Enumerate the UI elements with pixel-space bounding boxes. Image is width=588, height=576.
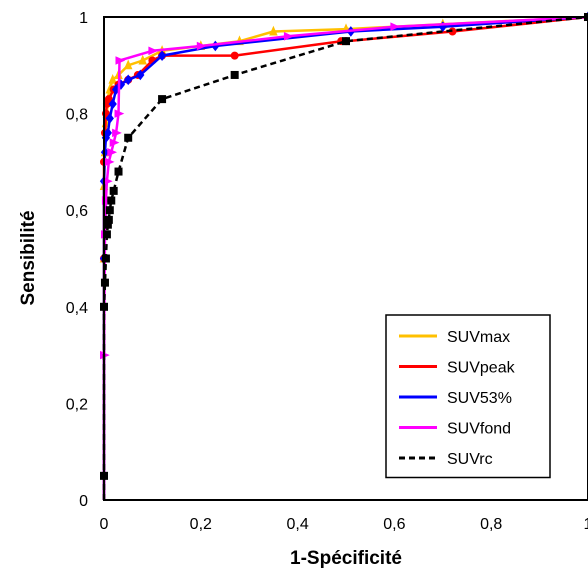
data-point-suvpeak — [230, 51, 239, 60]
y-tick-label: 0,4 — [66, 300, 88, 317]
data-point-suvrc — [158, 95, 167, 104]
y-axis-title: Sensibilité — [18, 210, 39, 305]
data-point-suvfond — [104, 157, 115, 167]
legend-label-suvpeak: SUVpeak — [447, 360, 516, 377]
x-tick-label: 0,2 — [190, 516, 212, 533]
data-point-suvfond — [109, 138, 120, 147]
legend-label-suvmax: SUVmax — [447, 329, 510, 346]
data-point-suvfond — [114, 109, 125, 118]
y-tick-label: 0 — [79, 493, 88, 510]
x-axis-title: 1-Spécificité — [290, 548, 402, 569]
y-tick-label: 0,6 — [66, 203, 88, 220]
data-point-suvfond — [390, 22, 401, 31]
legend: SUVmax SUVpeak SUV53% SUVfond SUVrc — [385, 314, 551, 479]
legend-label-suvfond: SUVfond — [447, 421, 511, 438]
data-point-suvfond — [196, 41, 207, 51]
x-tick-label: 0 — [100, 516, 109, 533]
y-tick-label: 1 — [79, 10, 88, 27]
data-point-suvrc — [107, 196, 116, 205]
data-point-suvrc — [114, 167, 123, 176]
legend-box — [385, 314, 551, 479]
x-tick-label: 1 — [584, 516, 588, 533]
data-point-suvrc — [342, 37, 350, 46]
y-tick-label: 0,8 — [66, 107, 88, 124]
data-point-suvmax — [108, 74, 117, 84]
data-point-suvrc — [230, 70, 239, 79]
data-point-suv53 — [108, 98, 117, 110]
data-point-suv53 — [103, 127, 113, 139]
data-point-suvfond — [112, 128, 122, 138]
x-tick-label: 0,6 — [383, 516, 405, 533]
x-tick-label: 0,4 — [286, 516, 308, 533]
data-point-suv53 — [157, 50, 167, 61]
data-point-suv53 — [124, 74, 133, 86]
legend-label-suvrc: SUVrc — [447, 451, 493, 468]
legend-label-suv53: SUV53% — [447, 390, 512, 407]
data-point-suvrc — [104, 215, 113, 224]
data-point-suv53 — [136, 69, 145, 81]
data-point-suvmax — [123, 59, 133, 70]
data-point-suv53 — [105, 113, 114, 124]
x-tick-label: 0,8 — [480, 516, 502, 533]
data-point-suvfond — [148, 46, 159, 56]
data-point-suvrc — [124, 133, 133, 142]
data-point-suvfond — [283, 32, 294, 41]
data-point-suvmax — [138, 54, 147, 65]
data-point-suvrc — [105, 206, 114, 215]
data-point-suvmax — [269, 25, 278, 36]
data-point-suvfond — [107, 147, 118, 157]
data-point-suvrc — [109, 186, 118, 195]
data-point-suvrc — [101, 254, 110, 263]
data-point-suvfond — [115, 56, 126, 65]
plot-frame — [103, 16, 588, 501]
tick-layer: 0 0,2 0,4 0,6 0,8 1 0 0,2 0,4 0,6 0,8 1 — [66, 10, 588, 533]
y-tick-label: 0,2 — [66, 396, 88, 413]
